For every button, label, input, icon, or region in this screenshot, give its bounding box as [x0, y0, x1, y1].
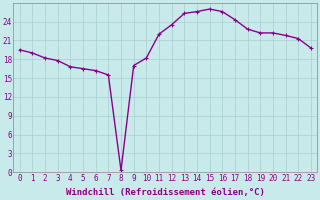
X-axis label: Windchill (Refroidissement éolien,°C): Windchill (Refroidissement éolien,°C): [66, 188, 265, 197]
